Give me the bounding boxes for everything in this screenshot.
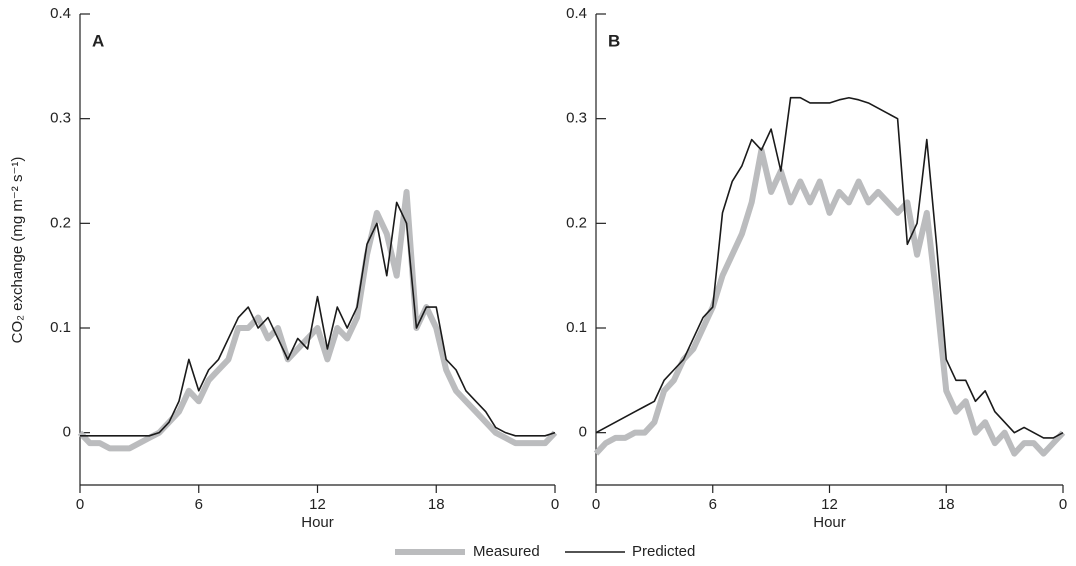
y-tick-label: 0.1 [566, 319, 587, 336]
x-axis-label: Hour [301, 514, 334, 531]
y-tick-label: 0.4 [50, 5, 71, 22]
legend-label: Predicted [632, 543, 695, 560]
y-tick-label: 0.2 [566, 214, 587, 231]
x-tick-label: 18 [938, 496, 955, 513]
x-tick-label: 0 [551, 496, 559, 513]
x-tick-label: 6 [195, 496, 203, 513]
x-tick-label: 0 [1059, 496, 1067, 513]
panel-label: B [608, 31, 620, 50]
y-tick-label: 0.4 [566, 5, 587, 22]
x-tick-label: 6 [709, 496, 717, 513]
x-tick-label: 0 [592, 496, 600, 513]
x-tick-label: 18 [428, 496, 445, 513]
y-tick-label: 0.2 [50, 214, 71, 231]
y-axis-label: CO₂ exchange (mg m⁻² s⁻¹) [9, 157, 26, 344]
y-tick-label: 0.1 [50, 319, 71, 336]
y-tick-label: 0.3 [566, 110, 587, 127]
x-tick-label: 12 [821, 496, 838, 513]
x-tick-label: 12 [309, 496, 326, 513]
data-line [593, 147, 1066, 457]
y-tick-label: 0 [579, 424, 587, 441]
y-tick-label: 0.3 [50, 110, 71, 127]
data-line [80, 201, 556, 437]
legend-label: Measured [473, 543, 540, 560]
y-tick-label: 0 [63, 424, 71, 441]
data-line [595, 96, 1064, 439]
x-axis-label: Hour [813, 514, 846, 531]
panel-label: A [92, 31, 104, 50]
x-tick-label: 0 [76, 496, 84, 513]
